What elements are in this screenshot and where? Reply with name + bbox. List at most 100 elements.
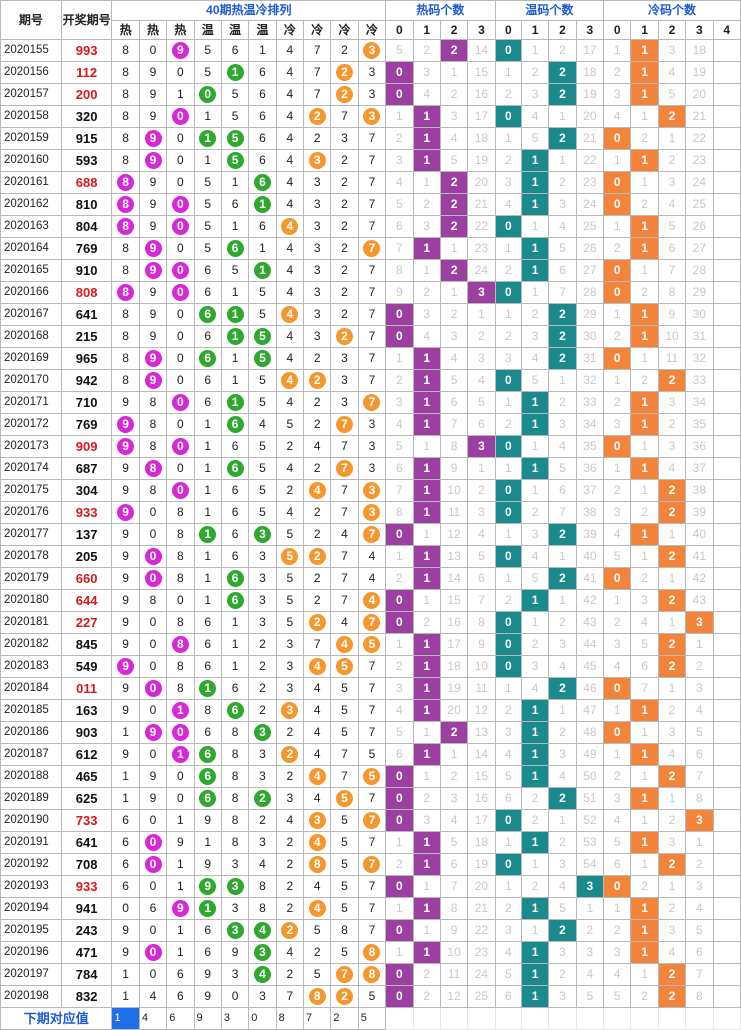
rank-cell: 2: [330, 985, 359, 1008]
rank-cell: 3: [357, 39, 387, 62]
warm-ball: 6: [226, 416, 244, 434]
hot-count-cell: 17: [467, 809, 496, 832]
rank-cell: 1: [220, 611, 250, 634]
warm-count-cell: 3: [548, 743, 577, 766]
cold-count-cell: 0: [603, 193, 632, 216]
hot-ball: 0: [144, 834, 162, 852]
rank-cell: 7: [357, 699, 387, 722]
warm-count-cell: 0: [494, 281, 522, 304]
hot-count-cell: 4: [385, 171, 414, 194]
rank-cell: 9: [111, 413, 140, 436]
rank-cell: 2: [330, 61, 359, 84]
warm-count-cell: 54: [575, 853, 605, 876]
empty-cell: [494, 1007, 522, 1030]
cold-count-cell: 23: [685, 149, 714, 172]
table-row: 2020192 708 6 0 1 9 3 4 2 8 5 7 2 1 6 19 0 1 3 54 6 1 2 2: [0, 853, 741, 876]
rank-cell: 8: [166, 545, 195, 568]
table-row: 2020172 769 9 8 0 1 6 4 5 2 7 3 4 1 7 6 2 1 3 34 3 1 2 35: [0, 413, 741, 436]
rank-cell: 0: [166, 171, 195, 194]
rank-cell: 6: [248, 215, 277, 238]
rank-cell: 8: [220, 787, 250, 810]
cold-count-cell: 5: [657, 83, 687, 106]
rank-cell: 7: [357, 369, 387, 392]
warm-count-cell: 1: [520, 611, 550, 634]
rank-cell: 5: [220, 83, 250, 106]
draw-number-cell: 011: [60, 677, 113, 700]
cold-count-cell: 8: [685, 985, 714, 1008]
rank-cell: 6: [138, 897, 168, 920]
warm-count-cell: 45: [575, 655, 605, 678]
cold-count-cell: 42: [685, 567, 714, 590]
hot-count-cell: 1: [412, 721, 441, 744]
table-row: 2020159 915 8 9 0 1 5 6 4 2 3 7 2 1 4 18 1 5 2 21 0 2 1 22: [0, 127, 741, 150]
period-cell: 2020160: [0, 149, 62, 172]
cold-count-cell: 6: [630, 655, 659, 678]
hot-count-cell: 2: [385, 655, 414, 678]
warm-count-cell: 1: [520, 39, 550, 62]
rank-cell: 3: [275, 699, 304, 722]
rank-cell: 4: [248, 963, 277, 986]
rank-cell: 0: [166, 721, 195, 744]
cold-count-cell: 2: [657, 413, 687, 436]
hot-count-cell: 7: [439, 413, 469, 436]
cold-count-cell: 2: [630, 281, 659, 304]
rank-cell: 5: [248, 325, 277, 348]
rank-cell: 3: [248, 985, 277, 1008]
cold-count-cell: [712, 237, 741, 260]
rank-cell: 7: [357, 655, 387, 678]
cold-count-cell: [712, 347, 741, 370]
period-cell: 2020171: [0, 391, 62, 414]
cold-count-cell: [712, 787, 741, 810]
hot-count-cell: 1: [385, 545, 414, 568]
rank-cell: 7: [330, 435, 359, 458]
cold-count-cell: 3: [657, 831, 687, 854]
hot-count-cell: 2: [385, 567, 414, 590]
hot-count-cell: 14: [439, 567, 469, 590]
rank-cell: 5: [248, 501, 277, 524]
hot-count-cell: 20: [439, 699, 469, 722]
rank-cell: 8: [220, 831, 250, 854]
cold-count-cell: [712, 149, 741, 172]
draw-number-cell: 993: [60, 39, 113, 62]
rank-cell: 8: [111, 193, 140, 216]
rank-cell: 7: [357, 347, 387, 370]
rank-cell: 0: [138, 699, 168, 722]
rank-cell: 1: [193, 457, 222, 480]
hot-count-cell: 1: [412, 633, 441, 656]
rank-cell: 5: [330, 787, 359, 810]
rank-cell: 0: [193, 83, 222, 106]
warm-ball: 6: [199, 306, 217, 324]
draw-number-cell: 769: [60, 413, 113, 436]
rank-cell: 2: [248, 787, 277, 810]
cold-count-cell: 1: [630, 699, 659, 722]
cold-count-cell: 2: [630, 369, 659, 392]
rank-cell: 6: [220, 567, 250, 590]
hot-count-cell: 0: [385, 83, 414, 106]
rank-cell: 9: [138, 765, 168, 788]
rank-cell: 5: [330, 831, 359, 854]
table-row: 2020196 471 9 0 1 6 9 3 4 2 5 8 1 1 10 23 4 1 3 3 3 1 4 6: [0, 941, 741, 964]
rank-cell: 0: [166, 259, 195, 282]
rank-cell: 6: [248, 149, 277, 172]
warm-count-cell: 0: [494, 215, 522, 238]
rank-cell: 1: [220, 303, 250, 326]
rank-cell: 9: [138, 127, 168, 150]
rank-cell: 0: [166, 457, 195, 480]
rank-cell: 7: [357, 809, 387, 832]
cold-count-cell: 5: [630, 633, 659, 656]
rank-cell: 8: [138, 435, 168, 458]
warm-count-cell: 2: [548, 523, 577, 546]
rank-cell: 1: [111, 963, 140, 986]
rank-cell: 8: [166, 633, 195, 656]
draw-number-cell: 688: [60, 171, 113, 194]
hot-count-cell: 1: [439, 61, 469, 84]
hot-count-cell: 11: [467, 677, 496, 700]
cold-count-cell: 4: [685, 897, 714, 920]
rank-cell: 7: [357, 259, 387, 282]
warm-count-cell: 3: [575, 875, 605, 898]
table-row: 2020157 200 8 9 1 0 5 6 4 7 2 3 0 4 2 16 2 3 2 19 3 1 5 20: [0, 83, 741, 106]
cold-count-cell: 3: [685, 809, 714, 832]
rank-cell: 1: [193, 677, 222, 700]
hot-count-cell: 4: [385, 413, 414, 436]
rank-cell: 2: [330, 281, 359, 304]
